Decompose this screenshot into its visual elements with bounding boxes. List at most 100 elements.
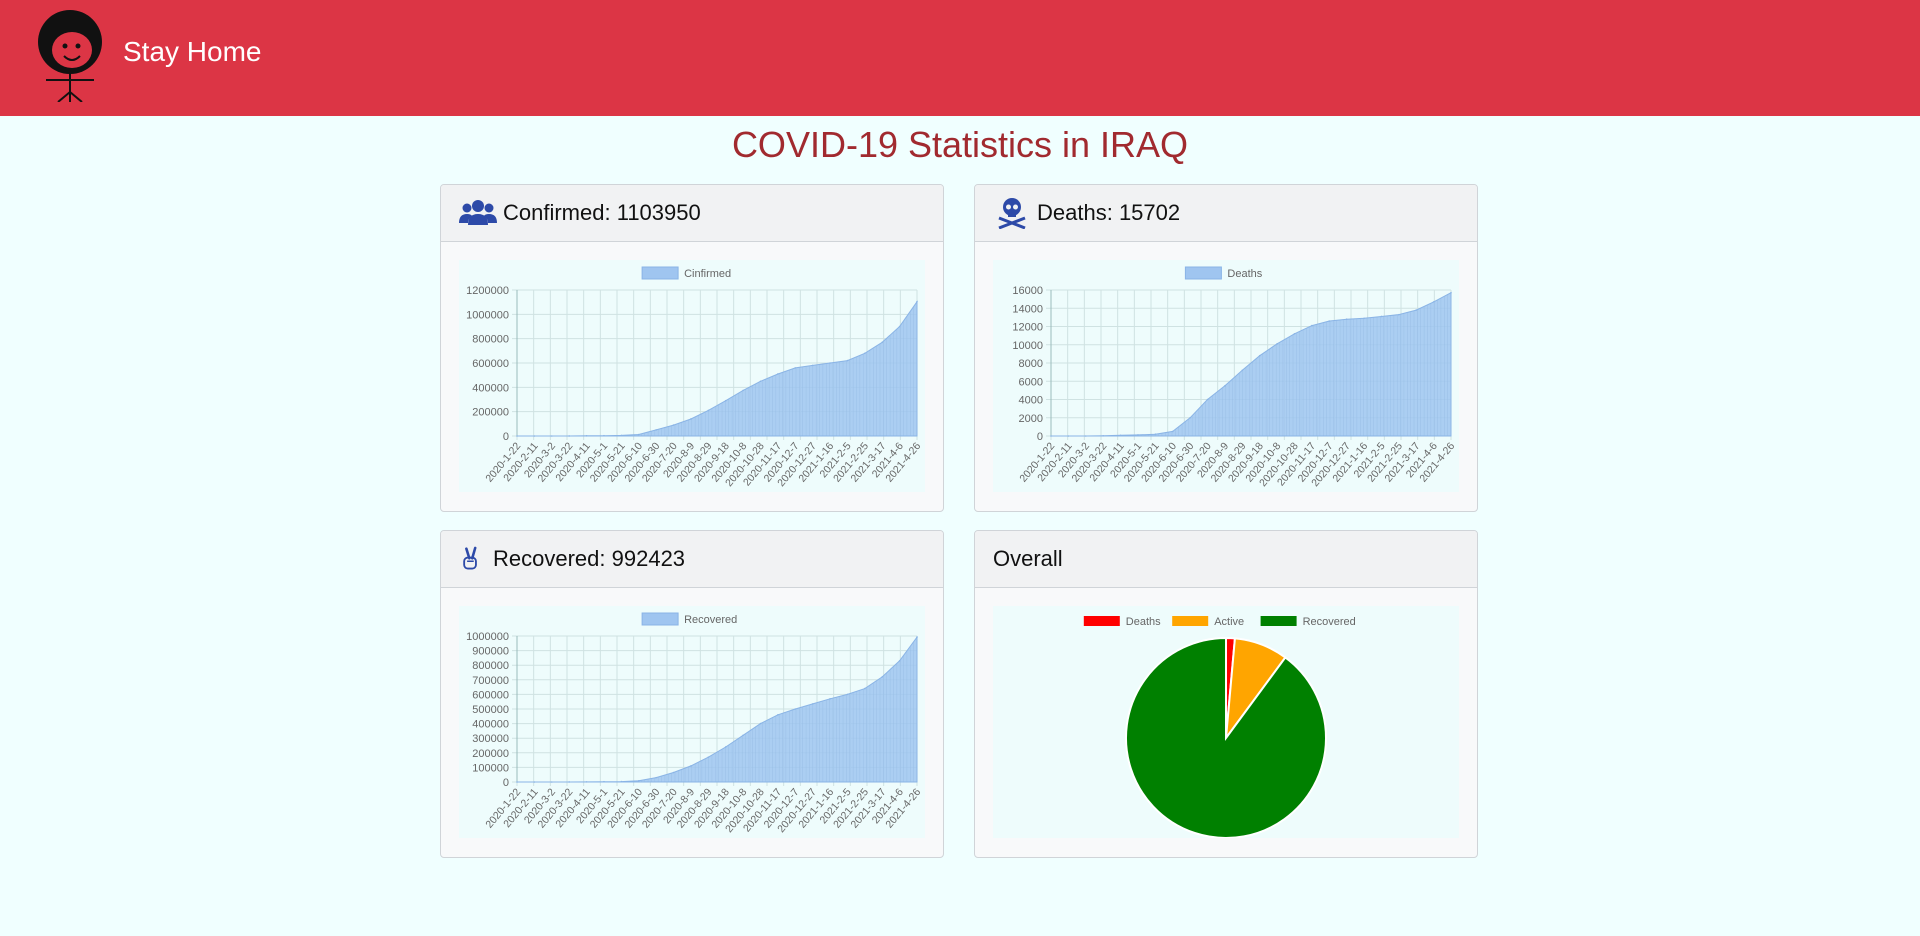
legend-swatch xyxy=(1083,616,1120,626)
deaths-value: 15702 xyxy=(1118,200,1181,225)
y-tick-label: 300000 xyxy=(472,733,509,745)
data-point xyxy=(1345,318,1348,320)
data-point xyxy=(811,703,814,705)
peace-hand-icon xyxy=(463,546,477,570)
data-point xyxy=(637,780,640,782)
data-point xyxy=(1363,317,1365,320)
y-tick-label: 400000 xyxy=(472,719,509,731)
area-series xyxy=(517,635,918,783)
data-point xyxy=(794,708,797,710)
y-tick-label: 0 xyxy=(503,777,509,789)
y-tick-label: 1000000 xyxy=(466,631,509,643)
deaths-label: Deaths: xyxy=(1037,200,1119,225)
data-point xyxy=(1398,313,1400,316)
data-point xyxy=(603,434,605,437)
data-point xyxy=(846,693,849,696)
data-point xyxy=(690,418,692,420)
stick-figure-logo-icon[interactable] xyxy=(32,6,108,102)
data-point xyxy=(533,435,536,437)
deaths-card: Deaths: 15702 Deaths 0 2000 4000 6000 8000 100… xyxy=(974,184,1478,512)
data-point xyxy=(568,435,570,437)
data-point xyxy=(1276,343,1278,345)
data-point xyxy=(655,429,657,431)
data-point xyxy=(1171,430,1174,433)
data-point xyxy=(1415,309,1418,311)
data-point xyxy=(550,781,553,783)
y-tick-label: 10000 xyxy=(1012,340,1043,352)
data-point xyxy=(777,714,779,716)
data-point xyxy=(1084,435,1087,437)
confirmed-value: 1103950 xyxy=(616,200,701,225)
data-point xyxy=(864,687,866,690)
data-point xyxy=(742,389,744,392)
data-point xyxy=(585,435,588,437)
legend-label: Recovered xyxy=(684,614,737,626)
data-point xyxy=(777,373,779,375)
data-point xyxy=(1154,433,1157,435)
y-tick-label: 0 xyxy=(503,431,509,443)
area-series xyxy=(517,300,918,437)
legend-label: Recovered xyxy=(1303,616,1356,628)
data-point xyxy=(620,780,623,783)
data-point xyxy=(898,660,901,662)
data-point xyxy=(898,325,901,328)
y-tick-label: 200000 xyxy=(472,748,509,760)
data-point xyxy=(1258,354,1261,357)
data-point xyxy=(516,781,518,783)
data-point xyxy=(585,781,588,783)
data-point xyxy=(829,697,831,700)
legend-swatch xyxy=(1184,266,1222,280)
data-point xyxy=(1450,291,1452,294)
y-tick-label: 4000 xyxy=(1019,395,1043,407)
data-point xyxy=(637,433,640,436)
navbar: Stay Home xyxy=(0,0,1920,116)
y-tick-label: 800000 xyxy=(472,334,509,346)
data-point xyxy=(1206,398,1209,401)
recovered-card: Recovered: 992423 Recovered 0 100000 200000… xyxy=(440,530,944,858)
recovered-chart: Recovered 0 100000 200000 300000 400000 500000… xyxy=(459,606,925,838)
overall-card: Overall Deaths Active Recovered xyxy=(974,530,1478,858)
data-point xyxy=(829,362,831,364)
data-point xyxy=(724,399,727,402)
legend-swatch xyxy=(641,612,679,626)
y-tick-label: 16000 xyxy=(1012,285,1043,297)
data-point xyxy=(864,352,866,355)
data-point xyxy=(690,765,692,767)
data-point xyxy=(516,435,518,437)
y-tick-label: 14000 xyxy=(1012,303,1043,315)
data-point xyxy=(1119,434,1122,437)
overall-label: Overall xyxy=(993,546,1063,571)
y-tick-label: 400000 xyxy=(472,382,509,394)
data-point xyxy=(1311,324,1313,327)
brand-link[interactable]: Stay Home xyxy=(123,36,262,67)
legend-swatch xyxy=(641,266,679,280)
data-point xyxy=(1050,435,1052,437)
data-point xyxy=(672,424,675,426)
data-point xyxy=(655,776,657,779)
overall-card-header: Overall xyxy=(975,531,1477,588)
y-tick-label: 100000 xyxy=(472,762,509,774)
recovered-label: Recovered: xyxy=(493,546,612,571)
data-point xyxy=(603,780,605,783)
y-tick-label: 1000000 xyxy=(466,309,509,321)
data-point xyxy=(794,367,797,369)
data-point xyxy=(1241,369,1244,372)
y-tick-label: 900000 xyxy=(472,646,509,658)
y-tick-label: 800000 xyxy=(472,660,509,672)
users-icon xyxy=(459,200,497,225)
data-point xyxy=(881,341,884,344)
data-point xyxy=(672,771,675,774)
data-point xyxy=(742,734,744,737)
y-tick-label: 500000 xyxy=(472,704,509,716)
data-point xyxy=(707,756,710,758)
data-point xyxy=(1293,333,1296,335)
data-point xyxy=(1380,315,1383,318)
data-point xyxy=(1137,434,1139,436)
legend-label: Deaths xyxy=(1227,268,1262,280)
legend-label: Active xyxy=(1214,616,1244,628)
data-point xyxy=(568,781,570,783)
y-tick-label: 700000 xyxy=(472,675,509,687)
y-tick-label: 200000 xyxy=(472,407,509,419)
data-point xyxy=(881,676,884,678)
data-point xyxy=(759,380,762,383)
